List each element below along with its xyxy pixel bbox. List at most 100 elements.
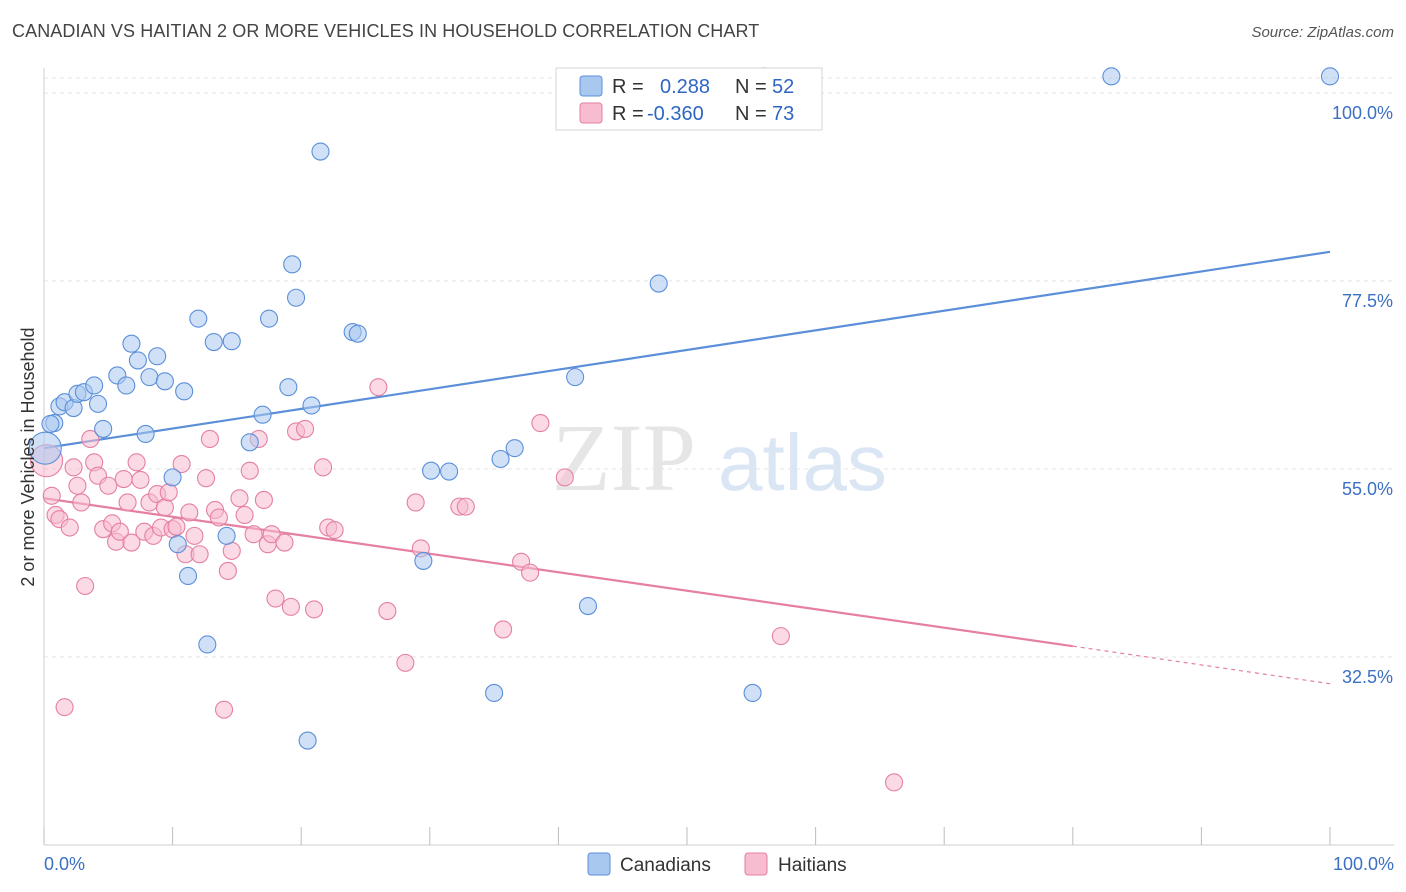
- point-canadians-21: [178, 566, 198, 586]
- point-canadians-28: [253, 405, 272, 424]
- point-haitians-38: [200, 429, 219, 449]
- point-canadians-19: [168, 535, 187, 554]
- correlation-legend: R = 0.288 N = 52 R = -0.360 N = 73: [555, 67, 823, 131]
- point-canadians-24: [204, 332, 223, 352]
- trend-line-haitians: [43, 497, 1073, 648]
- legend-n-label-canadians: N =: [735, 76, 767, 98]
- point-canadians-13: [128, 351, 147, 370]
- watermark: ZIP atlas: [552, 404, 887, 511]
- point-haitians-68: [494, 620, 513, 639]
- point-haitians-61: [369, 378, 388, 397]
- point-haitians-6: [64, 458, 83, 477]
- x-tick-label-min: 0.0%: [44, 854, 85, 874]
- point-haitians-46: [240, 461, 259, 480]
- point-canadians-45: [578, 597, 598, 616]
- point-haitians-70: [521, 563, 540, 582]
- point-haitians-22: [131, 470, 150, 489]
- point-haitians-20: [122, 533, 141, 552]
- point-haitians-35: [185, 526, 204, 545]
- point-canadians-7: [85, 376, 104, 395]
- y-tick-labels: 32.5% 55.0% 77.5% 100.0%: [1332, 103, 1393, 687]
- bottom-legend-swatch-canadians: [587, 852, 611, 876]
- y-tick-label-2: 77.5%: [1342, 291, 1393, 311]
- y-axis-label: 2 or more Vehicles in Household: [18, 327, 38, 586]
- point-haitians-51: [262, 525, 281, 544]
- point-haitians-17: [110, 522, 129, 541]
- point-haitians-19: [118, 493, 137, 512]
- point-canadians-39: [422, 461, 441, 480]
- point-canadians-22: [189, 309, 208, 328]
- bottom-legend-label-haitians: Haitians: [778, 855, 847, 876]
- watermark-zip: ZIP: [552, 404, 696, 511]
- point-haitians-49: [254, 490, 273, 509]
- point-canadians-8: [88, 394, 108, 413]
- point-haitians-52: [266, 589, 285, 608]
- point-haitians-29: [159, 483, 178, 502]
- point-canadians-31: [283, 255, 302, 274]
- point-haitians-62: [378, 602, 397, 621]
- legend-swatch-canadians: [579, 75, 603, 97]
- point-canadians-27: [240, 433, 259, 452]
- point-haitians-5: [60, 518, 79, 537]
- data-points: [28, 67, 1340, 792]
- point-canadians-29: [259, 309, 279, 328]
- point-haitians-40: [209, 508, 228, 527]
- point-haitians-31: [167, 517, 186, 536]
- point-haitians-57: [305, 600, 324, 619]
- watermark-atlas: atlas: [718, 418, 887, 507]
- point-haitians-56: [296, 419, 315, 438]
- x-tick-label-max: 100.0%: [1333, 854, 1394, 874]
- point-haitians-8: [72, 493, 91, 512]
- point-canadians-25: [217, 526, 236, 545]
- legend-n-value-haitians: 73: [772, 103, 794, 125]
- legend-n-value-canadians: 52: [772, 76, 794, 98]
- point-haitians-54: [281, 597, 300, 616]
- point-haitians-1: [42, 486, 61, 505]
- point-canadians-9: [94, 419, 113, 438]
- point-canadians-20: [175, 382, 194, 401]
- point-canadians-47: [743, 683, 762, 702]
- point-haitians-37: [196, 469, 216, 488]
- point-haitians-32: [172, 454, 191, 474]
- point-canadians-23: [198, 635, 217, 654]
- point-canadians-18: [163, 468, 182, 487]
- point-canadians-30: [279, 378, 298, 397]
- bottom-legend-swatch-haitians: [744, 852, 768, 876]
- legend-r-value-haitians: -0.360: [647, 103, 704, 125]
- point-haitians-42: [218, 561, 237, 581]
- point-canadians-40: [440, 462, 459, 481]
- point-haitians-18: [114, 470, 133, 489]
- point-canadians-33: [298, 731, 317, 750]
- point-canadians-26: [222, 332, 241, 351]
- chart-title: CANADIAN VS HAITIAN 2 OR MORE VEHICLES I…: [12, 21, 760, 41]
- trend-line-extension-haitians: [1072, 645, 1331, 685]
- point-canadians-38: [414, 551, 433, 570]
- point-haitians-44: [230, 489, 249, 508]
- grid-lines: [44, 77, 1394, 658]
- point-haitians-28: [155, 498, 174, 517]
- point-haitians-21: [127, 453, 146, 472]
- point-haitians-4: [55, 698, 74, 717]
- point-canadians-37: [348, 324, 367, 343]
- point-haitians-67: [456, 497, 475, 516]
- point-haitians-47: [244, 525, 263, 544]
- point-canadians-35: [311, 142, 330, 161]
- point-canadians-16: [148, 347, 167, 366]
- point-canadians-51: [41, 414, 60, 433]
- point-canadians-50: [1320, 67, 1340, 86]
- point-haitians-60: [325, 520, 344, 540]
- point-canadians-14: [136, 424, 155, 443]
- point-haitians-74: [884, 773, 904, 792]
- point-canadians-46: [649, 274, 668, 293]
- point-canadians-49: [1102, 67, 1121, 86]
- point-haitians-10: [81, 429, 100, 449]
- point-haitians-53: [275, 533, 294, 552]
- y-tick-label-1: 55.0%: [1342, 479, 1393, 499]
- point-canadians-11: [117, 376, 136, 395]
- point-canadians-15: [140, 368, 159, 387]
- legend-r-value-canadians: 0.288: [660, 76, 710, 98]
- point-canadians-41: [485, 683, 504, 702]
- legend-swatch-haitians: [579, 102, 603, 124]
- point-canadians-44: [566, 368, 585, 387]
